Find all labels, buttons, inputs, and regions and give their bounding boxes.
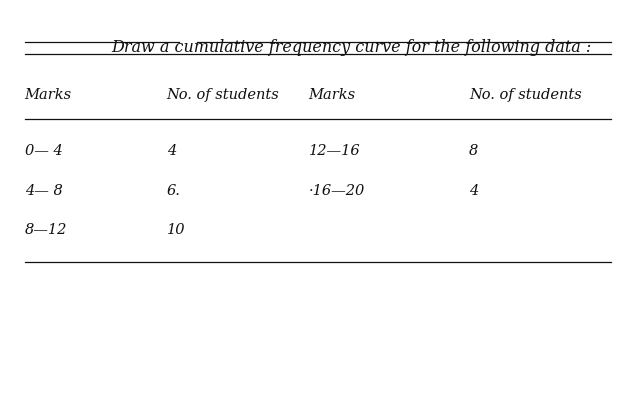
Text: Marks: Marks — [308, 88, 355, 102]
Text: 10: 10 — [167, 223, 185, 237]
Text: 12—16: 12—16 — [308, 144, 360, 158]
Text: 0— 4: 0— 4 — [25, 144, 62, 158]
Text: 4— 8: 4— 8 — [25, 183, 62, 198]
Text: 8: 8 — [469, 144, 478, 158]
Text: 6.: 6. — [167, 183, 180, 198]
Text: Draw a cumulative frequency curve for the following data :: Draw a cumulative frequency curve for th… — [112, 39, 592, 56]
Text: No. of students: No. of students — [469, 88, 582, 102]
Text: Marks: Marks — [25, 88, 72, 102]
Text: No. of students: No. of students — [167, 88, 280, 102]
Text: 8—12: 8—12 — [25, 223, 67, 237]
Text: ·16—20: ·16—20 — [308, 183, 365, 198]
Text: 4: 4 — [469, 183, 478, 198]
Text: 4: 4 — [167, 144, 176, 158]
